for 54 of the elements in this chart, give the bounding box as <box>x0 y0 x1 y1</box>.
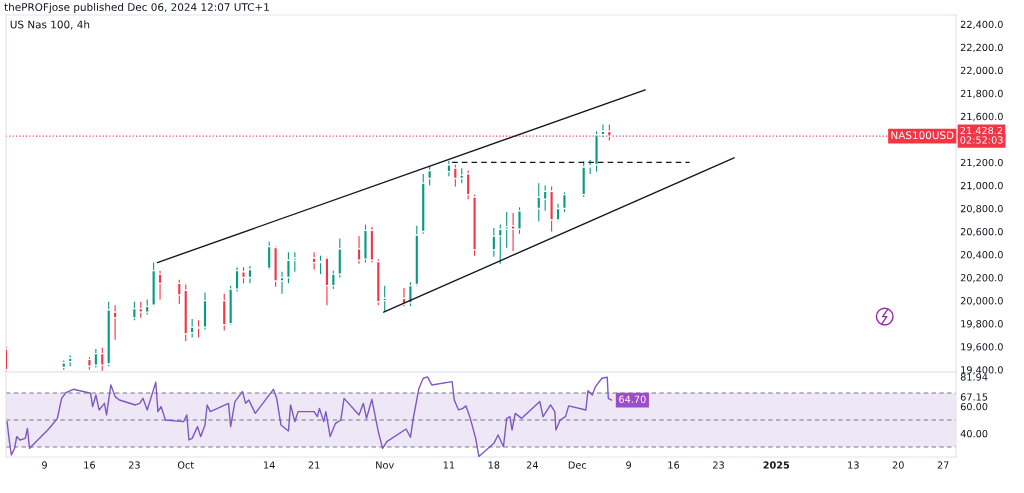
y-tick-label: 22,400.0 <box>960 20 1003 30</box>
y-tick-label: 19,600.0 <box>961 343 1003 352</box>
candlestick <box>561 191 567 213</box>
x-tick-label: Oct <box>177 461 194 469</box>
candlestick <box>587 159 593 175</box>
ref-line-label: 21,428.2 <box>960 126 1003 136</box>
x-tick-label: 9 <box>626 461 632 469</box>
y-tick-label: 21,600.0 <box>960 112 1003 122</box>
candlestick <box>465 169 471 200</box>
x-tick-label: 14 <box>264 461 275 469</box>
y-tick-label: 21,200.0 <box>960 158 1003 168</box>
x-tick-label: 2025 <box>763 461 790 469</box>
y-tick-label: 67.15 <box>960 393 988 401</box>
x-tick-label: Nov <box>376 461 394 469</box>
candlestick <box>407 281 413 307</box>
x-tick-label: Dec <box>568 461 587 469</box>
y-tick-label: 21,000.0 <box>960 181 1003 191</box>
y-tick-label: 19,400.0 <box>961 366 1003 375</box>
candlestick <box>112 304 118 341</box>
line-series <box>6 376 613 457</box>
y-tick-label: 40.00 <box>960 429 988 438</box>
y-tick-label: 20,000.0 <box>960 297 1003 306</box>
candlestick <box>157 270 163 301</box>
x-tick-label: 9 <box>42 461 47 469</box>
x-tick-label: 24 <box>526 461 538 469</box>
x-tick-label: 13 <box>848 461 859 469</box>
text: 02:52:03 <box>960 136 1003 144</box>
y-tick-label: 20,400.0 <box>960 251 1003 260</box>
candlestick <box>279 271 285 295</box>
y-tick-label: 22,200.0 <box>960 43 1003 53</box>
annotation: 64.70 <box>619 395 646 403</box>
x-tick-label: 27 <box>937 461 949 469</box>
text: thePROFjose published Dec 06, 2024 12:07 UTC+1 <box>4 2 269 14</box>
chart-title: US Nas 100, 4h <box>10 20 90 30</box>
x-tick-label: 20 <box>892 461 904 469</box>
x-tick-label: 11 <box>443 461 455 469</box>
y-tick-label: 20,600.0 <box>960 227 1003 237</box>
x-tick-label: 16 <box>84 461 96 469</box>
y-tick-label: 20,800.0 <box>960 204 1003 214</box>
y-tick-label: 81.94 <box>960 373 988 381</box>
candlestick <box>536 182 542 222</box>
annotation: NAS100USD <box>891 131 954 140</box>
x-tick-label: 18 <box>488 461 500 469</box>
x-tick-label: 23 <box>128 461 140 469</box>
x-tick-label: 23 <box>713 461 724 469</box>
y-tick-label: 60.00 <box>960 402 988 411</box>
x-tick-label: 21 <box>308 461 320 469</box>
y-tick-label: 19,800.0 <box>961 320 1003 329</box>
candlestick <box>491 227 497 258</box>
candlestick <box>427 165 433 186</box>
y-tick-label: 22,000.0 <box>960 66 1003 76</box>
y-tick-label: 20,200.0 <box>960 274 1003 283</box>
x-tick-label: 16 <box>668 461 680 469</box>
y-tick-label: 21,800.0 <box>960 89 1003 99</box>
